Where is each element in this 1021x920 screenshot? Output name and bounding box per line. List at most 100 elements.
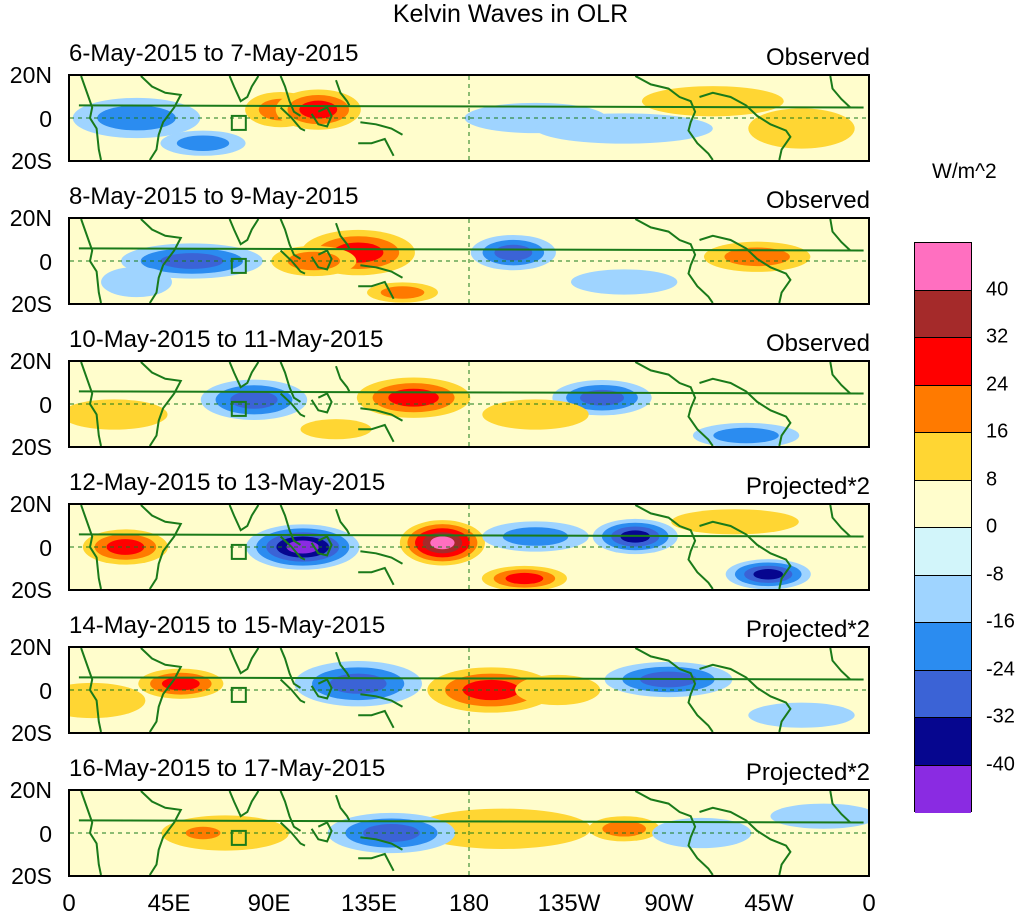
lon-tick-label: 0: [62, 890, 76, 917]
region-box-marker: [230, 829, 247, 846]
coastline: [634, 791, 714, 875]
olr-map-svg: [70, 76, 868, 160]
lat-label: 20N: [9, 777, 52, 803]
coastline: [634, 76, 714, 160]
coastline: [634, 219, 714, 303]
lon-tick-label: 45E: [147, 890, 191, 917]
coastline: [279, 791, 302, 832]
colorbar-cell: [915, 338, 971, 386]
panel-status-label: Observed: [765, 330, 870, 357]
colorbar: [914, 242, 972, 813]
coastline: [279, 821, 306, 847]
coastline: [279, 678, 306, 704]
panel-status-label: Observed: [765, 44, 870, 71]
coastline: [80, 791, 102, 875]
olr-anomaly-blob: [70, 399, 168, 430]
olr-anomaly-blob: [494, 244, 533, 261]
coastline: [78, 648, 864, 681]
coastline: [699, 234, 792, 303]
panel-5: 14-May-2015 to 15-May-2015 Projected*2 20N…: [0, 612, 1021, 752]
region-box-marker: [230, 114, 247, 131]
olr-anomaly-blob: [570, 269, 678, 295]
colorbar-label: 8: [986, 468, 998, 490]
coastline: [360, 407, 403, 422]
colorbar-label: -24: [986, 658, 1015, 680]
panel-status-label: Projected*2: [745, 616, 870, 643]
coastline: [80, 505, 102, 589]
coastline: [279, 106, 306, 132]
lat-label: 20S: [11, 291, 52, 317]
olr-anomaly-blob: [300, 419, 372, 440]
coastline: [699, 663, 792, 732]
coastline: [358, 709, 395, 729]
panel-1: 6-May-2015 to 7-May-2015 Observed 20N 0 20S: [0, 40, 1021, 180]
lat-label: 20N: [9, 62, 52, 88]
coastline: [699, 520, 792, 589]
olr-anomaly-blob: [430, 536, 455, 550]
coastline: [699, 806, 792, 875]
colorbar-cell: [915, 718, 971, 766]
lon-tick-label: 90E: [247, 890, 291, 917]
colorbar-cell: [915, 385, 971, 433]
coastline: [358, 280, 395, 300]
coastline: [228, 362, 260, 389]
panel-status-label: Projected*2: [745, 759, 870, 786]
coastline: [228, 76, 260, 103]
colorbar-cell: [915, 623, 971, 671]
coastline: [140, 219, 183, 303]
lat-label: 0: [39, 392, 52, 418]
coastline: [335, 222, 351, 249]
colorbar-label: 32: [986, 325, 1009, 348]
chart-title: Kelvin Waves in OLR: [392, 0, 629, 28]
olr-anomaly-blob: [329, 673, 387, 694]
coastline: [310, 249, 333, 271]
olr-anomaly-blob: [70, 682, 146, 719]
olr-map: [68, 789, 870, 877]
olr-anomaly-blob: [748, 108, 855, 149]
colorbar-cell: [915, 290, 971, 338]
panel-4: 12-May-2015 to 13-May-2015 Projected*2 20N…: [0, 469, 1021, 609]
colorbar-cell: [915, 670, 971, 718]
olr-map-svg: [70, 791, 868, 875]
olr-map: [68, 217, 870, 305]
coastline: [279, 392, 306, 418]
olr-map: [68, 503, 870, 591]
coastline: [140, 76, 183, 160]
lat-label: 20N: [9, 634, 52, 660]
coastline: [279, 362, 302, 403]
colorbar-label: -32: [986, 705, 1015, 728]
coastline: [358, 423, 395, 443]
lat-label: 20N: [9, 491, 52, 517]
colorbar-label: 16: [986, 420, 1009, 443]
colorbar-cell: [915, 243, 971, 291]
lon-tick-label: 0: [862, 890, 876, 917]
panel-2: 8-May-2015 to 9-May-2015 Observed 20N 0 20S: [0, 183, 1021, 323]
olr-anomaly-blob: [515, 674, 601, 706]
colorbar-label: 0: [986, 515, 998, 538]
olr-map: [68, 646, 870, 734]
panel-3: 10-May-2015 to 11-May-2015 Observed 20N 0 20…: [0, 326, 1021, 466]
olr-map: [68, 360, 870, 448]
lat-label: 20S: [11, 577, 52, 603]
colorbar-cell: [915, 528, 971, 576]
coastline: [634, 505, 714, 589]
coastline: [310, 106, 333, 128]
olr-anomaly-blob: [535, 113, 713, 144]
coastline: [80, 219, 102, 303]
coastline: [335, 794, 351, 821]
coastline: [228, 219, 260, 246]
olr-anomaly-blob: [770, 803, 868, 829]
coastline: [310, 821, 333, 843]
colorbar-label: -8: [986, 563, 1004, 585]
olr-anomaly-blob: [482, 399, 589, 430]
olr-anomaly-blob: [505, 572, 544, 585]
coastline: [279, 505, 302, 546]
colorbar-cell: [915, 575, 971, 623]
olr-anomaly-blob: [713, 427, 779, 444]
region-box-marker: [230, 686, 247, 703]
colorbar-unit: W/m^2: [932, 160, 997, 183]
olr-map-svg: [70, 362, 868, 446]
coastline: [335, 508, 351, 535]
lon-tick-label: 135W: [537, 890, 601, 917]
lat-label: 20N: [9, 205, 52, 231]
